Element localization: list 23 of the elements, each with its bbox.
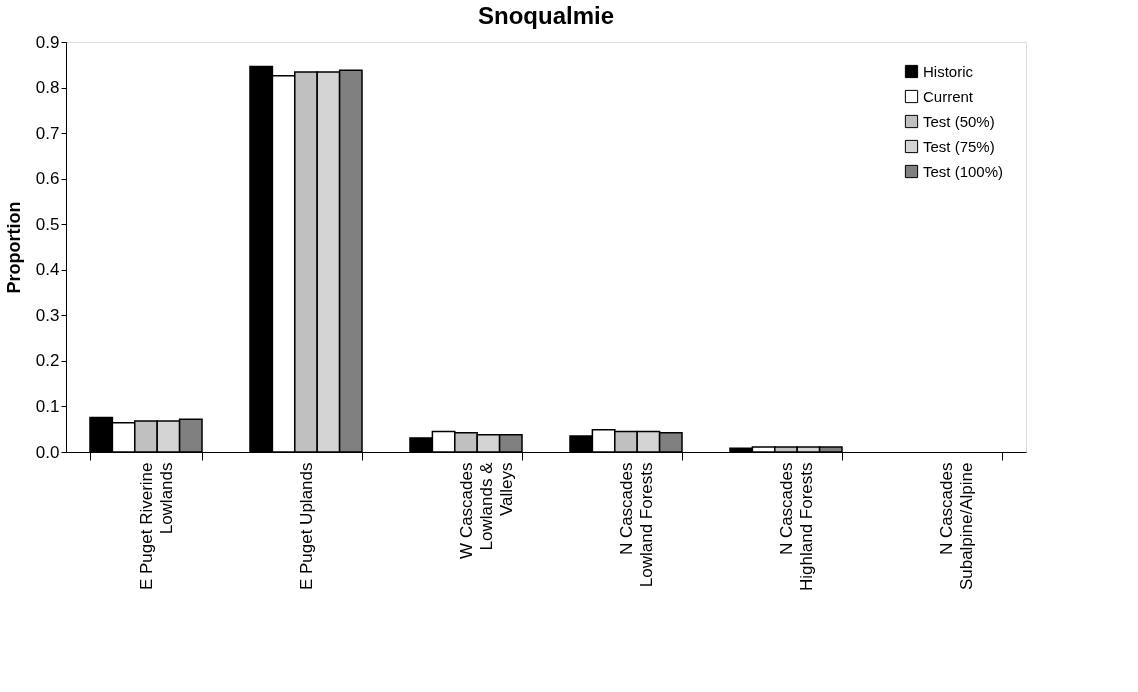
- y-tick-label: 0.7: [35, 123, 60, 143]
- y-tick-label: 0.8: [35, 78, 60, 98]
- x-tick-label: N Cascades Highland Forests: [776, 462, 816, 592]
- x-tick-label: N Cascades Lowland Forests: [616, 462, 656, 588]
- legend-label: Current: [923, 87, 974, 105]
- x-tick-label: N Cascades Subalpine/Alpine: [936, 462, 976, 591]
- legend-label: Historic: [923, 62, 974, 80]
- x-tick-label: W Cascades Lowlands & Valleys: [456, 461, 516, 559]
- legend-label: Test (75%): [923, 137, 995, 155]
- y-axis-title: Proportion: [3, 201, 24, 294]
- y-tick-label: 0.6: [35, 169, 60, 189]
- x-tick-label: E Puget Riverine Lowlands: [136, 462, 176, 591]
- y-tick-label: 0.9: [35, 32, 60, 52]
- y-tick-label: 0.2: [35, 351, 60, 371]
- chart-title: Snoqualmie: [477, 2, 615, 29]
- legend-label: Test (100%): [923, 162, 1004, 180]
- y-tick-label: 0.1: [35, 396, 60, 416]
- x-tick-label: E Puget Uplands: [296, 462, 316, 591]
- y-tick-label: 0.5: [35, 214, 60, 234]
- y-tick-label: 0.4: [35, 260, 60, 280]
- y-tick-label: 0.0: [35, 442, 60, 462]
- y-tick-label: 0.3: [35, 305, 60, 325]
- legend-label: Test (50%): [923, 112, 995, 130]
